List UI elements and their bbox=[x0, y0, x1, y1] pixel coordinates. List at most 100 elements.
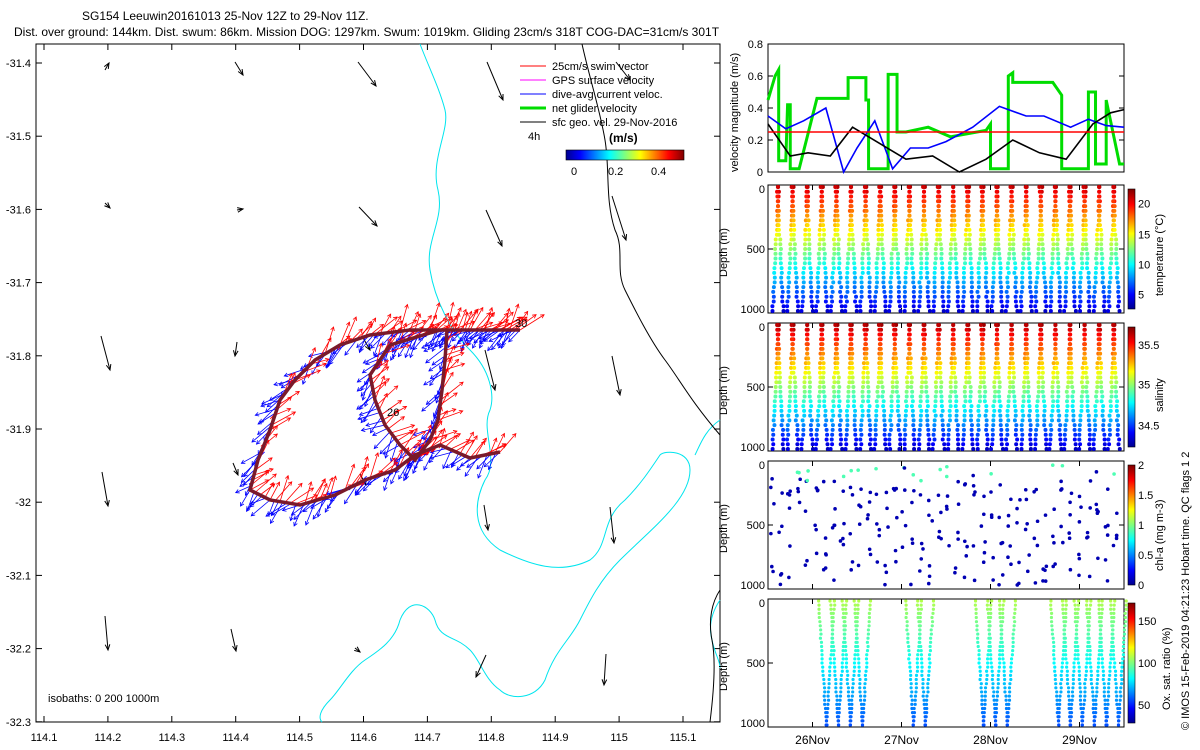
sfc-arrow-1 bbox=[234, 61, 244, 76]
swim-vector bbox=[459, 308, 479, 331]
swim-vector bbox=[284, 483, 303, 503]
dac-vector bbox=[305, 500, 316, 526]
dac-vector bbox=[317, 498, 324, 518]
profile-colorbar-tick: 35 bbox=[1138, 380, 1150, 392]
dac-vector bbox=[454, 329, 468, 349]
sfc-arrow-10 bbox=[100, 335, 111, 371]
dac-vector bbox=[442, 449, 452, 469]
swim-vector bbox=[484, 307, 493, 331]
profile-axis-ticks: 0500100051015200500100034.53535.50500100… bbox=[741, 184, 1160, 747]
profile-ytick-label: 0 bbox=[759, 322, 765, 334]
velocity-series bbox=[766, 63, 1125, 175]
sal-depth-label: Depth (m) bbox=[718, 366, 730, 415]
swim-vector bbox=[444, 352, 464, 361]
map-ytick-label: -32 bbox=[15, 497, 31, 509]
swim-vector bbox=[446, 302, 454, 331]
swim-vector bbox=[252, 471, 269, 481]
dac-vector bbox=[477, 454, 488, 479]
swim-vector bbox=[467, 310, 478, 331]
dac-vector bbox=[290, 504, 297, 521]
swim-vector bbox=[376, 385, 399, 406]
dac-vector bbox=[364, 387, 373, 407]
sfc-arrow-7 bbox=[358, 206, 378, 227]
swim-vector bbox=[309, 479, 326, 503]
swim-vector bbox=[483, 312, 494, 331]
swim-vector bbox=[469, 307, 484, 331]
swim-vector bbox=[294, 494, 318, 505]
profile-colorbar-tick: 100 bbox=[1138, 658, 1156, 670]
map-xtick-label: 114.8 bbox=[478, 732, 505, 744]
swim-vector bbox=[393, 431, 414, 438]
map-colorbar-tick-2: 0.4 bbox=[651, 166, 666, 178]
swim-vector bbox=[449, 307, 462, 331]
swim-vector bbox=[445, 348, 465, 356]
map-ytick-label: -32.3 bbox=[6, 717, 31, 729]
swim-vector bbox=[469, 438, 487, 459]
swim-vector bbox=[329, 476, 337, 497]
dac-vector bbox=[362, 374, 371, 401]
profile-dots-panel-0 bbox=[770, 185, 1122, 313]
dac-vector bbox=[372, 427, 388, 436]
profile-colorbar-tick: 5 bbox=[1138, 290, 1144, 302]
swim-vector bbox=[371, 363, 388, 386]
swim-vector bbox=[464, 435, 478, 457]
dac-vector bbox=[361, 424, 386, 431]
swim-vector bbox=[474, 440, 485, 458]
legend-swim: 25cm/s swim vector bbox=[552, 61, 649, 73]
map-ytick-label: -31.7 bbox=[6, 278, 31, 290]
surface-geostrophic-arrows bbox=[100, 61, 631, 687]
dac-vector bbox=[487, 329, 505, 351]
dac-vector bbox=[268, 500, 275, 516]
day-xtick-label: 28Nov bbox=[973, 733, 1008, 747]
swim-vector bbox=[339, 322, 350, 346]
swim-vector bbox=[374, 375, 385, 401]
map-xtick-label: 114.9 bbox=[542, 732, 569, 744]
sfc-arrow-19 bbox=[609, 506, 615, 544]
profile-colorbar-tick: 10 bbox=[1138, 260, 1150, 272]
sfc-arrow-3 bbox=[486, 61, 504, 101]
track-line bbox=[247, 328, 520, 507]
ox-depth-label: Depth (m) bbox=[718, 642, 730, 691]
velocity-ytick-label: 0.6 bbox=[748, 71, 763, 83]
dac-vector bbox=[359, 391, 374, 410]
dac-vector bbox=[423, 372, 444, 386]
dac-vector bbox=[260, 399, 281, 407]
velocity-panel: 0 0.2 0.4 0.6 0.8 velocity magnitude (m/s) bbox=[729, 39, 1125, 179]
profile-ytick-label: 500 bbox=[747, 658, 765, 670]
map-xtick-label: 114.3 bbox=[158, 732, 185, 744]
swim-vector bbox=[344, 464, 355, 491]
swim-vector bbox=[269, 417, 291, 431]
dac-vector bbox=[429, 364, 445, 386]
swim-vector bbox=[445, 343, 470, 351]
dac-vector bbox=[363, 399, 376, 422]
dac-vector bbox=[359, 334, 375, 351]
profile-ytick-label: 500 bbox=[747, 244, 765, 256]
swim-vector bbox=[399, 304, 408, 332]
legend-dac: dive-avg current veloc. bbox=[552, 89, 663, 101]
day-xtick-label: 27Nov bbox=[884, 733, 919, 747]
dac-vector bbox=[425, 346, 447, 364]
dac-vector bbox=[271, 501, 279, 516]
glider-track bbox=[247, 328, 520, 507]
dac-vector bbox=[344, 339, 358, 356]
dac-vector bbox=[271, 503, 292, 516]
swim-vector bbox=[324, 326, 334, 355]
dac-vector bbox=[370, 416, 382, 433]
swim-vector bbox=[414, 313, 421, 331]
swim-vector bbox=[349, 466, 366, 488]
sal-colorbar-label: salinity bbox=[1154, 378, 1166, 412]
sfc-arrow-4 bbox=[615, 61, 631, 81]
swim-vector bbox=[514, 314, 537, 331]
temp-depth-label: Depth (m) bbox=[718, 228, 730, 277]
dac-vector bbox=[501, 329, 509, 349]
profile-ytick-label: 0 bbox=[759, 184, 765, 196]
profile-colorbar-tick: 2 bbox=[1138, 460, 1144, 472]
swim-vector bbox=[274, 481, 293, 502]
swim-vector bbox=[364, 317, 376, 337]
dac-vector bbox=[473, 329, 488, 344]
velocity-ytick-label: 0 bbox=[757, 167, 763, 179]
profile-colorbar-tick: 0.5 bbox=[1138, 550, 1153, 562]
profile-ytick-label: 0 bbox=[759, 598, 765, 610]
swim-vector bbox=[384, 344, 410, 354]
dac-vector bbox=[409, 336, 418, 358]
